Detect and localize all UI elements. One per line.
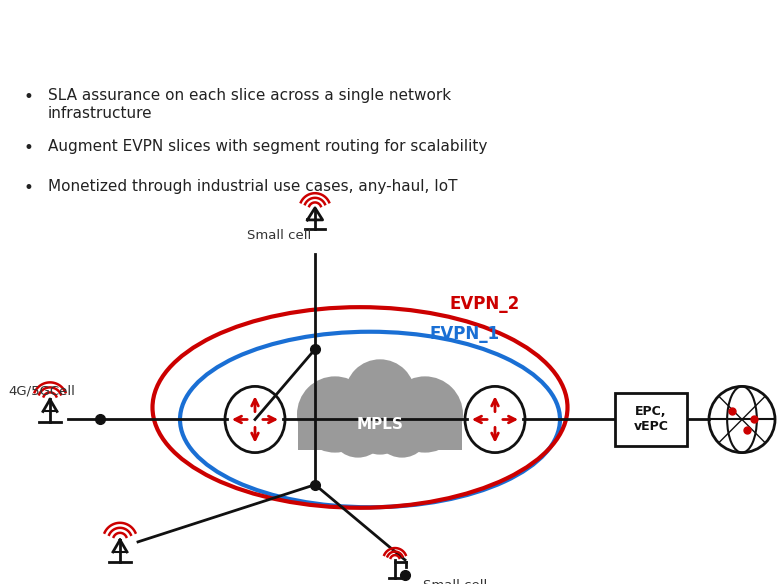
Text: Small cell: Small cell (247, 230, 311, 242)
Text: Small cell: Small cell (423, 579, 487, 584)
Circle shape (350, 394, 410, 454)
Text: EPC,
vEPC: EPC, vEPC (633, 405, 668, 433)
Text: •: • (23, 179, 33, 197)
Text: MPLS: MPLS (356, 417, 404, 432)
Text: EVPN_1: EVPN_1 (430, 325, 500, 343)
Text: SLA assurance on each slice across a single network
infrastructure: SLA assurance on each slice across a sin… (48, 89, 451, 121)
Text: Monetized through industrial use cases, any-haul, IoT: Monetized through industrial use cases, … (48, 179, 457, 194)
Circle shape (330, 401, 386, 458)
Circle shape (298, 402, 342, 447)
Text: Elastic EVPN Slices: Elastic EVPN Slices (255, 17, 523, 41)
Bar (615, 394, 687, 446)
Text: Augment EVPN slices with segment routing for scalability: Augment EVPN slices with segment routing… (48, 138, 487, 154)
Text: •: • (23, 138, 33, 157)
Bar (298, 415, 462, 450)
Text: •: • (23, 89, 33, 106)
Circle shape (387, 376, 463, 453)
Text: 4G/5GCell: 4G/5GCell (8, 385, 75, 398)
Circle shape (374, 401, 430, 458)
Circle shape (418, 402, 462, 447)
Text: EVPN_2: EVPN_2 (450, 295, 520, 313)
Circle shape (345, 359, 415, 429)
Circle shape (297, 376, 373, 453)
